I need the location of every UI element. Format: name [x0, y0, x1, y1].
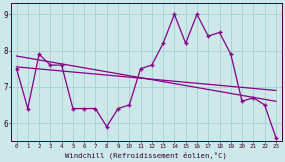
- X-axis label: Windchill (Refroidissement éolien,°C): Windchill (Refroidissement éolien,°C): [65, 151, 227, 159]
